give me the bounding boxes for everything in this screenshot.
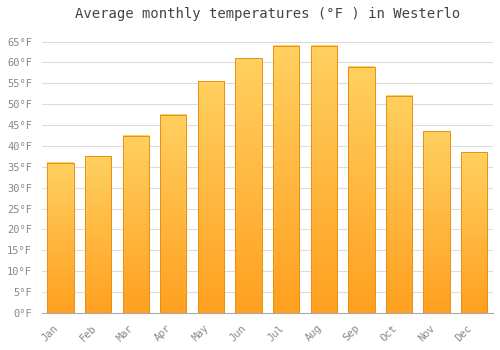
Bar: [85, 156, 112, 313]
Bar: [236, 58, 262, 313]
Bar: [198, 81, 224, 313]
Title: Average monthly temperatures (°F ) in Westerlo: Average monthly temperatures (°F ) in We…: [74, 7, 460, 21]
Bar: [310, 46, 337, 313]
Bar: [348, 66, 374, 313]
Bar: [48, 163, 74, 313]
Bar: [424, 131, 450, 313]
Bar: [386, 96, 412, 313]
Bar: [273, 46, 299, 313]
Bar: [160, 115, 186, 313]
Bar: [461, 152, 487, 313]
Bar: [122, 135, 149, 313]
